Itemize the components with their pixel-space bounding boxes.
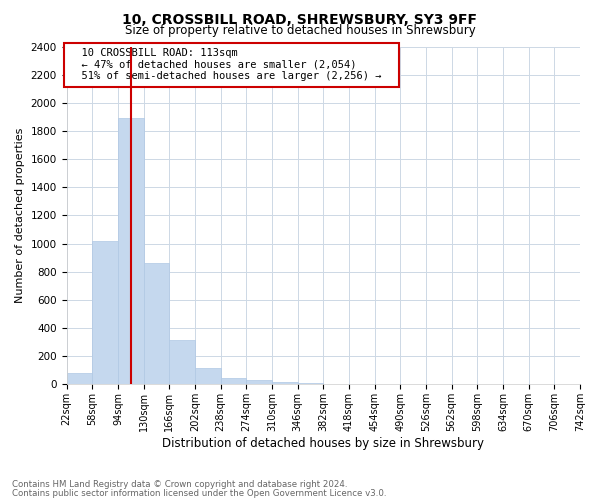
Text: 10, CROSSBILL ROAD, SHREWSBURY, SY3 9FF: 10, CROSSBILL ROAD, SHREWSBURY, SY3 9FF <box>122 12 478 26</box>
Bar <box>298 382 323 384</box>
Bar <box>221 378 246 384</box>
Text: Size of property relative to detached houses in Shrewsbury: Size of property relative to detached ho… <box>125 24 475 37</box>
Bar <box>67 373 92 384</box>
Y-axis label: Number of detached properties: Number of detached properties <box>15 128 25 303</box>
Text: Contains HM Land Registry data © Crown copyright and database right 2024.: Contains HM Land Registry data © Crown c… <box>12 480 347 489</box>
Bar <box>169 340 195 384</box>
X-axis label: Distribution of detached houses by size in Shrewsbury: Distribution of detached houses by size … <box>162 437 484 450</box>
Bar <box>92 241 118 384</box>
Bar <box>272 382 298 384</box>
Text: 10 CROSSBILL ROAD: 113sqm
  ← 47% of detached houses are smaller (2,054)
  51% o: 10 CROSSBILL ROAD: 113sqm ← 47% of detac… <box>69 48 394 82</box>
Text: Contains public sector information licensed under the Open Government Licence v3: Contains public sector information licen… <box>12 489 386 498</box>
Bar <box>246 380 272 384</box>
Bar <box>118 118 143 384</box>
Bar <box>195 368 221 384</box>
Bar <box>143 264 169 384</box>
